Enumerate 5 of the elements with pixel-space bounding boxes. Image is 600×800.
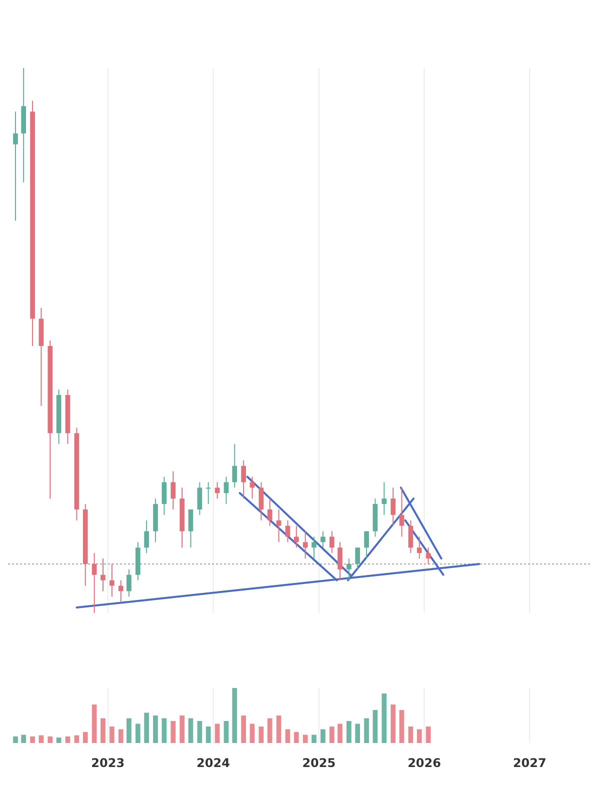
x-tick-label: 2026 bbox=[408, 756, 441, 770]
x-tick-label: 2027 bbox=[512, 756, 546, 770]
x-tick-label: 2023 bbox=[91, 756, 125, 770]
x-tick-label: 2025 bbox=[302, 756, 336, 770]
x-tick-label: 2024 bbox=[196, 756, 230, 770]
